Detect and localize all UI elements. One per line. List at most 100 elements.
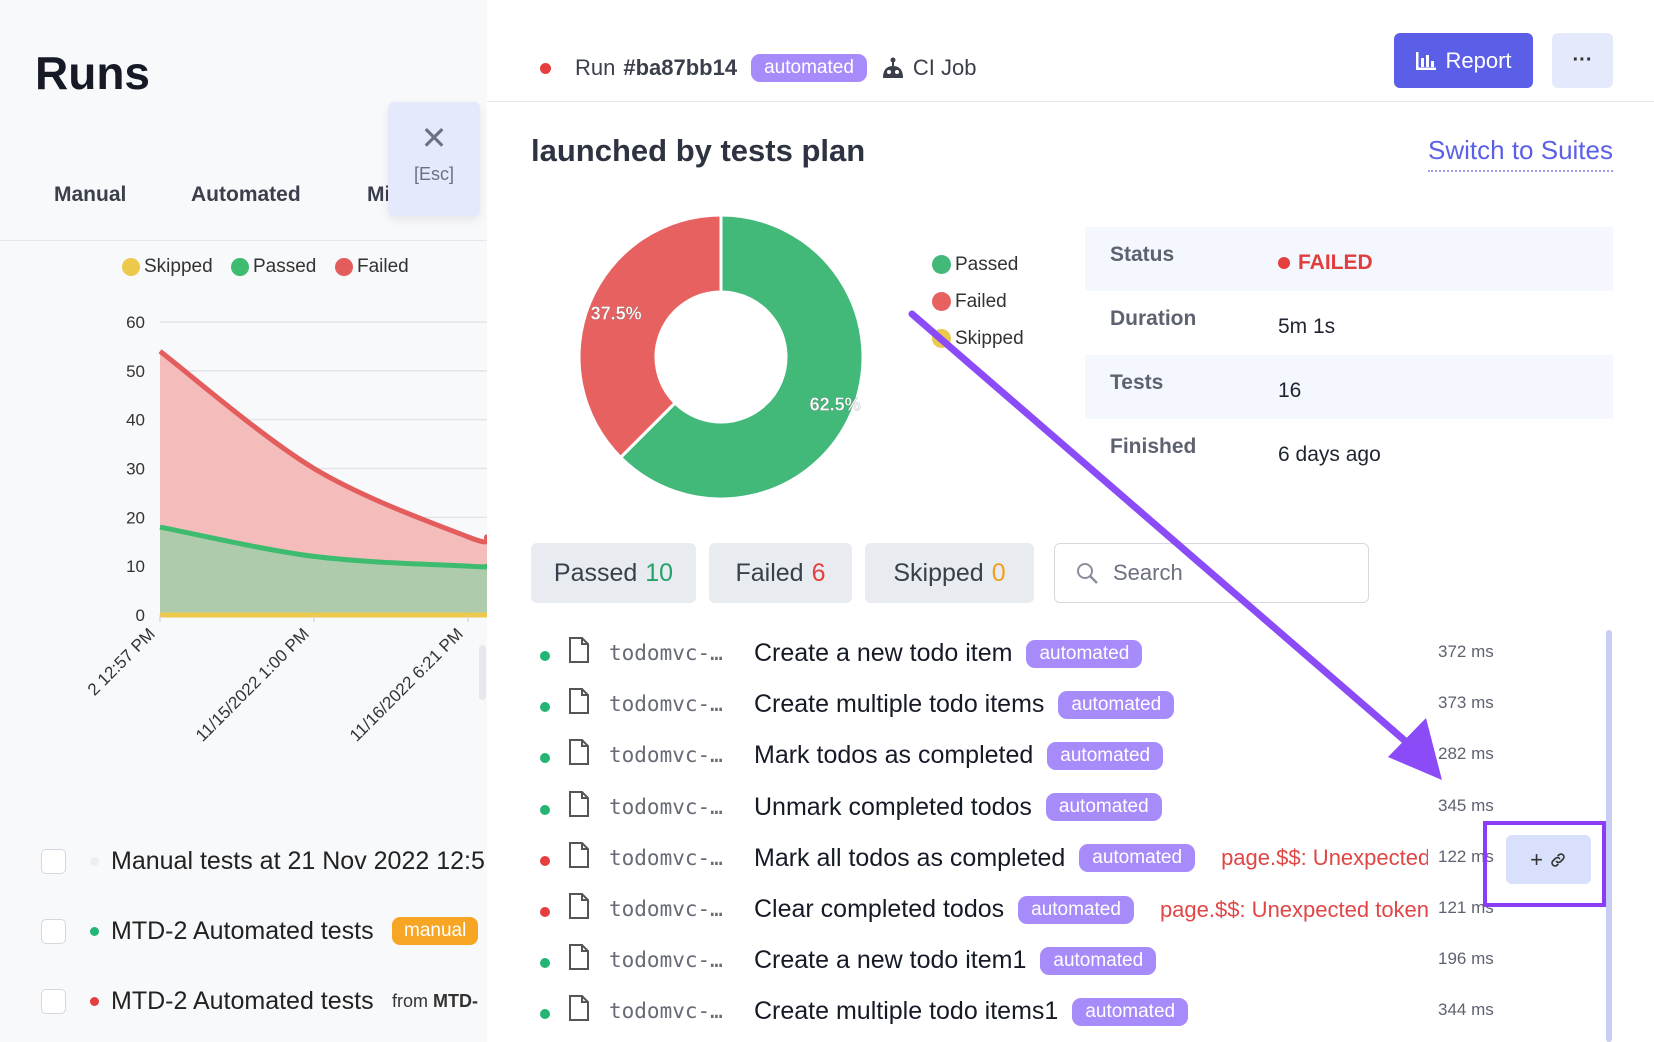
status-value: FAILED xyxy=(1278,251,1373,275)
test-title[interactable]: Mark all todos as completed xyxy=(754,843,1066,872)
status-dot xyxy=(540,958,550,969)
donut-legend-skipped[interactable]: Skipped xyxy=(932,320,1024,357)
failed-line xyxy=(158,349,487,545)
info-value: 16 xyxy=(1278,379,1302,402)
run-title: MTD-2 Automated tests xyxy=(111,916,374,945)
chart-scrollbar[interactable] xyxy=(479,645,486,700)
tag-badge: automated xyxy=(1026,639,1143,668)
info-label: Status xyxy=(1110,243,1175,266)
run-checkbox[interactable] xyxy=(41,918,66,944)
legend-passed[interactable]: Passed xyxy=(231,256,316,278)
filter-passed-button[interactable]: Passed 10 xyxy=(531,543,696,603)
status-dot xyxy=(540,1009,550,1020)
run-title: MTD-2 Automated tests xyxy=(111,986,374,1015)
run-checkbox[interactable] xyxy=(41,848,66,874)
filter-skipped-button[interactable]: Skipped 0 xyxy=(865,543,1034,603)
legend-skipped[interactable]: Skipped xyxy=(122,256,213,278)
failed-dot-icon xyxy=(335,258,353,276)
filter-label: Skipped xyxy=(893,558,984,587)
filter-failed-button[interactable]: Failed 6 xyxy=(709,543,852,603)
close-button[interactable]: ✕ [Esc] xyxy=(388,102,480,216)
x-tick-label: 11/16/2022 6:21 PM xyxy=(346,624,467,745)
duration-column xyxy=(1428,630,1478,1042)
run-list-item[interactable]: MTD-2 Automated tests from MTD- xyxy=(0,976,487,1026)
y-tick-label: 50 xyxy=(126,362,145,381)
plus-icon: + xyxy=(1530,846,1543,872)
test-row[interactable]: todomvc-… Mark all todos as completed aut… xyxy=(540,835,1430,883)
test-title[interactable]: Create a new todo item1 xyxy=(754,946,1027,975)
donut-slice-passed[interactable] xyxy=(618,213,865,501)
donut-slice-failed[interactable] xyxy=(577,213,723,460)
y-tick-label: 30 xyxy=(126,460,145,479)
test-duration: 344 ms xyxy=(1438,1000,1494,1020)
tab-automated[interactable]: Automated xyxy=(191,183,301,206)
filter-label: Failed xyxy=(735,558,804,587)
test-duration: 196 ms xyxy=(1438,949,1494,969)
test-row[interactable]: todomvc-… Clear completed todos automated… xyxy=(540,886,1430,934)
info-row-duration: Duration 5m 1s xyxy=(1085,291,1613,355)
test-row[interactable]: todomvc-… Create a new todo item1 automat… xyxy=(540,937,1430,985)
passed-dot-icon xyxy=(932,255,951,274)
file-icon xyxy=(569,688,589,715)
x-tick-label: 11/15/2022 1:00 PM xyxy=(192,624,313,745)
test-list-scrollbar[interactable] xyxy=(1606,630,1612,1042)
test-row[interactable]: todomvc-… Create a new todo item automate… xyxy=(540,630,1430,678)
test-row[interactable]: todomvc-… Unmark completed todos automate… xyxy=(540,784,1430,832)
search-placeholder: Search xyxy=(1113,560,1183,585)
donut-legend-passed[interactable]: Passed xyxy=(932,246,1024,283)
tag-badge: automated xyxy=(1058,690,1175,719)
report-label: Report xyxy=(1445,47,1512,73)
tag-badge: automated xyxy=(1072,997,1189,1026)
test-duration: 121 ms xyxy=(1438,898,1494,917)
more-icon: ··· xyxy=(1572,49,1593,71)
info-label: Duration xyxy=(1110,307,1197,330)
ci-job-label: CI Job xyxy=(912,55,977,80)
y-tick-label: 10 xyxy=(126,557,145,576)
legend-label: Passed xyxy=(253,256,317,277)
test-row[interactable]: todomvc-… Create multiple todo items auto… xyxy=(540,681,1430,729)
legend-failed[interactable]: Failed xyxy=(335,256,409,278)
file-icon xyxy=(569,893,589,919)
run-list-item[interactable]: Manual tests at 21 Nov 2022 12:5 xyxy=(0,836,487,886)
runs-history-chart: 0 10 20 30 40 50 60 2 12:57 PM 11/15/2022 1:00 P… xyxy=(84,313,487,745)
test-title[interactable]: Create a new todo item xyxy=(754,639,1013,667)
run-list-item[interactable]: MTD-2 Automated tests manual xyxy=(0,906,487,956)
switch-to-suites-link[interactable]: Switch to Suites xyxy=(1428,135,1613,172)
report-button[interactable]: Report xyxy=(1394,33,1533,88)
status-dot xyxy=(90,996,99,1006)
test-row[interactable]: todomvc-… Mark todos as completed automat… xyxy=(540,732,1430,780)
more-options-button[interactable]: ··· xyxy=(1552,33,1613,88)
test-title[interactable]: Create multiple todo items xyxy=(754,690,1045,719)
test-title[interactable]: Unmark completed todos xyxy=(754,792,1032,821)
status-dot xyxy=(540,907,550,917)
add-link-button[interactable]: + xyxy=(1506,835,1591,884)
test-title[interactable]: Mark todos as completed xyxy=(754,741,1034,770)
manual-badge: manual xyxy=(392,917,479,945)
results-donut-chart: 62.5% 37.5% xyxy=(577,213,865,501)
file-icon xyxy=(569,995,589,1022)
failed-dot-icon xyxy=(1278,257,1290,269)
tab-manual[interactable]: Manual xyxy=(54,183,127,206)
test-row[interactable]: todomvc-… Create multiple todo items1 aut… xyxy=(540,988,1430,1036)
test-file: todomvc-… xyxy=(609,743,723,768)
test-title[interactable]: Clear completed todos xyxy=(754,895,1005,923)
donut-legend-failed[interactable]: Failed xyxy=(932,283,1024,320)
run-checkbox[interactable] xyxy=(41,988,66,1014)
test-title[interactable]: Create multiple todo items1 xyxy=(754,997,1059,1026)
search-icon xyxy=(1077,563,1098,584)
run-source: from MTD- xyxy=(392,991,478,1012)
skipped-dot-icon xyxy=(122,258,140,276)
info-label: Tests xyxy=(1110,371,1164,394)
tab-mixed[interactable]: Mi xyxy=(367,183,391,206)
status-dot xyxy=(540,855,550,866)
file-icon xyxy=(569,944,589,971)
donut-slice-label: 62.5% xyxy=(810,394,861,414)
legend-label: Passed xyxy=(955,254,1019,275)
search-input[interactable]: Search xyxy=(1054,543,1369,603)
tag-badge: automated xyxy=(1047,741,1164,770)
test-file: todomvc-… xyxy=(609,948,723,973)
status-dot xyxy=(540,702,550,713)
legend-label: Failed xyxy=(955,291,1007,312)
esc-hint: [Esc] xyxy=(413,164,454,184)
divider xyxy=(0,240,487,241)
